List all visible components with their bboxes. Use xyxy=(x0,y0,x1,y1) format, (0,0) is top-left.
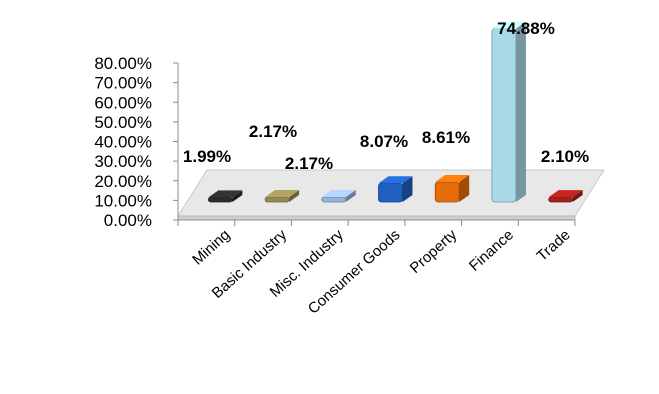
bar xyxy=(207,190,243,203)
bar xyxy=(548,190,583,203)
bar-side xyxy=(572,190,583,202)
bar-side xyxy=(232,190,243,202)
data-label: 74.88% xyxy=(497,19,555,38)
bar-side xyxy=(459,175,470,202)
y-tick-label: 0.00% xyxy=(104,211,152,230)
y-tick-label: 40.00% xyxy=(94,133,152,152)
chart-floor-edge xyxy=(177,215,576,221)
bar-front xyxy=(378,182,403,203)
data-label: 8.61% xyxy=(422,128,470,147)
y-tick-label: 50.00% xyxy=(94,113,152,132)
bar-front xyxy=(548,196,574,203)
data-label: 2.10% xyxy=(541,147,589,166)
data-label: 8.07% xyxy=(360,132,408,151)
data-label: 2.17% xyxy=(285,154,333,173)
y-tick-label: 60.00% xyxy=(94,93,152,112)
bar-top xyxy=(435,175,470,183)
bar xyxy=(321,189,356,203)
bar-top xyxy=(491,21,526,29)
bar-side xyxy=(289,189,300,202)
y-tick-label: 10.00% xyxy=(94,191,152,210)
bar-front xyxy=(434,181,460,203)
bar-top xyxy=(208,190,243,198)
bar-top xyxy=(548,190,583,198)
bar-front xyxy=(321,196,347,203)
data-label: 2.17% xyxy=(249,122,297,141)
bar-front xyxy=(264,196,290,203)
bar-front xyxy=(491,28,517,203)
bar xyxy=(434,175,470,203)
bar-side xyxy=(515,21,526,203)
bar xyxy=(378,176,413,203)
bar xyxy=(264,189,300,203)
y-tick-label: 80.00% xyxy=(94,54,152,73)
y-tick-label: 70.00% xyxy=(94,74,152,93)
bar-side xyxy=(402,176,413,202)
y-tick-label: 20.00% xyxy=(94,172,152,191)
bar-top xyxy=(378,176,413,184)
bar-front xyxy=(207,196,233,203)
y-tick-label: 30.00% xyxy=(94,152,152,171)
bar xyxy=(491,21,526,203)
data-label: 1.99% xyxy=(183,147,231,166)
bar-top xyxy=(321,189,356,197)
bar-top xyxy=(265,189,300,197)
bar-side xyxy=(345,189,356,202)
